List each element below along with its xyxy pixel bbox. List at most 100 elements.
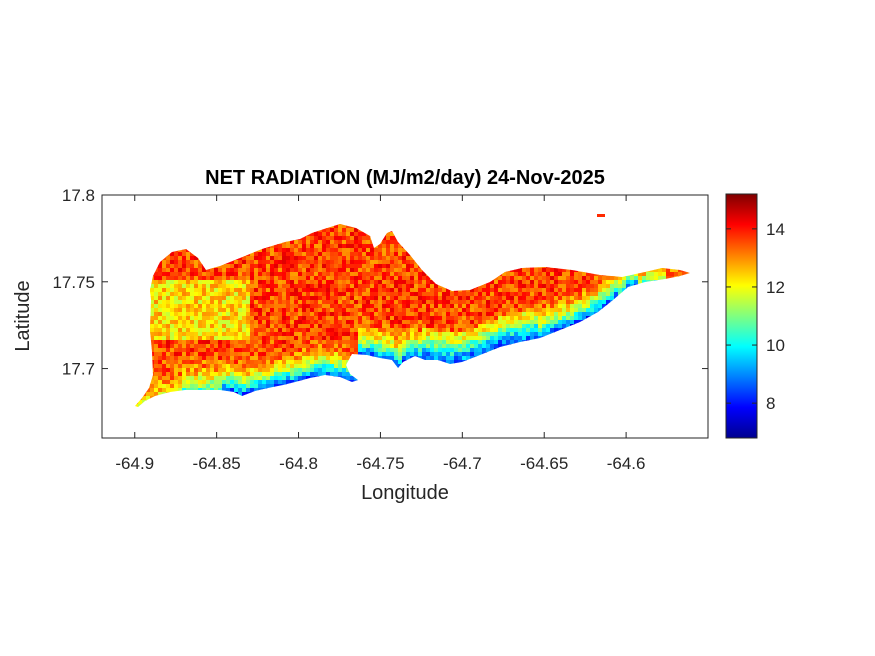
heat-cell: [210, 352, 215, 357]
heat-cell: [398, 248, 403, 253]
heat-cell: [206, 336, 211, 341]
heat-cell: [474, 308, 479, 313]
heat-cell: [366, 240, 371, 245]
heat-cell: [490, 312, 495, 317]
heat-cell: [166, 272, 171, 277]
heat-cell: [262, 252, 267, 257]
heat-cell: [562, 268, 567, 273]
heat-cell: [382, 264, 387, 269]
heat-cell: [626, 276, 631, 281]
heat-cell: [438, 356, 443, 361]
heat-cell: [594, 280, 599, 285]
heat-cell: [402, 324, 407, 329]
heat-cell: [478, 296, 483, 301]
heat-cell: [382, 248, 387, 253]
heat-cell: [314, 328, 319, 333]
heat-cell: [286, 348, 291, 353]
heat-cell: [474, 336, 479, 341]
heat-cell: [462, 296, 467, 301]
heat-cell: [162, 284, 167, 289]
heat-cell: [166, 348, 171, 353]
heat-cell: [314, 244, 319, 249]
heat-cell: [350, 308, 355, 313]
heat-cell: [594, 288, 599, 293]
heat-cell: [426, 296, 431, 301]
heat-cell: [234, 328, 239, 333]
heat-cell: [174, 320, 179, 325]
heat-cell: [334, 332, 339, 337]
heat-cell: [234, 284, 239, 289]
heat-cell: [390, 332, 395, 337]
heat-cell: [310, 284, 315, 289]
heat-cell: [538, 332, 543, 337]
heat-cell: [514, 300, 519, 305]
heat-cell: [326, 352, 331, 357]
heat-cell: [498, 328, 503, 333]
heat-cell: [486, 292, 491, 297]
heat-cell: [378, 292, 383, 297]
heat-cell: [398, 260, 403, 265]
heat-cell: [390, 348, 395, 353]
heat-cell: [422, 272, 427, 277]
heat-cell: [270, 352, 275, 357]
heat-cell: [286, 344, 291, 349]
heat-cell: [258, 316, 263, 321]
heat-cell: [530, 328, 535, 333]
heat-cell: [330, 232, 335, 237]
heat-cell: [666, 272, 671, 277]
heat-cell: [238, 336, 243, 341]
heat-cell: [394, 348, 399, 353]
heat-cell: [474, 300, 479, 305]
heat-cell: [190, 316, 195, 321]
heat-cell: [522, 276, 527, 281]
heat-cell: [242, 264, 247, 269]
heat-cell: [358, 300, 363, 305]
heat-cell: [446, 292, 451, 297]
heat-cell: [402, 312, 407, 317]
heat-cell: [374, 328, 379, 333]
heat-cell: [362, 348, 367, 353]
heat-cell: [430, 308, 435, 313]
heat-cell: [198, 348, 203, 353]
heat-cell: [430, 344, 435, 349]
heat-cell: [170, 252, 175, 257]
heat-cell: [170, 304, 175, 309]
heat-cell: [266, 344, 271, 349]
heat-cell: [382, 348, 387, 353]
heat-cell: [506, 292, 511, 297]
heat-cell: [610, 288, 615, 293]
heat-cell: [342, 280, 347, 285]
heat-cell: [170, 260, 175, 265]
heat-cell: [414, 324, 419, 329]
heat-cell: [350, 288, 355, 293]
heat-cell: [234, 272, 239, 277]
heat-cell: [302, 308, 307, 313]
heat-cell: [174, 296, 179, 301]
heat-cell: [426, 284, 431, 289]
heat-cell: [238, 312, 243, 317]
heat-cell: [298, 360, 303, 365]
heat-cell: [514, 312, 519, 317]
heat-cell: [154, 344, 159, 349]
heat-cell: [262, 344, 267, 349]
heat-cell: [434, 312, 439, 317]
heat-cell: [490, 288, 495, 293]
heat-cell: [314, 308, 319, 313]
heat-cell: [374, 308, 379, 313]
heat-cell: [466, 332, 471, 337]
heat-cell: [342, 344, 347, 349]
heat-cell: [606, 296, 611, 301]
heat-cell: [174, 324, 179, 329]
heat-cell: [362, 284, 367, 289]
heat-cell: [322, 304, 327, 309]
heat-cell: [418, 304, 423, 309]
heat-cell: [238, 344, 243, 349]
heat-cell: [206, 360, 211, 365]
heat-cell: [490, 340, 495, 345]
heat-cell: [298, 284, 303, 289]
heat-cell: [406, 324, 411, 329]
heat-cell: [518, 296, 523, 301]
heat-cell: [394, 268, 399, 273]
heat-cell: [298, 292, 303, 297]
heat-cell: [278, 272, 283, 277]
